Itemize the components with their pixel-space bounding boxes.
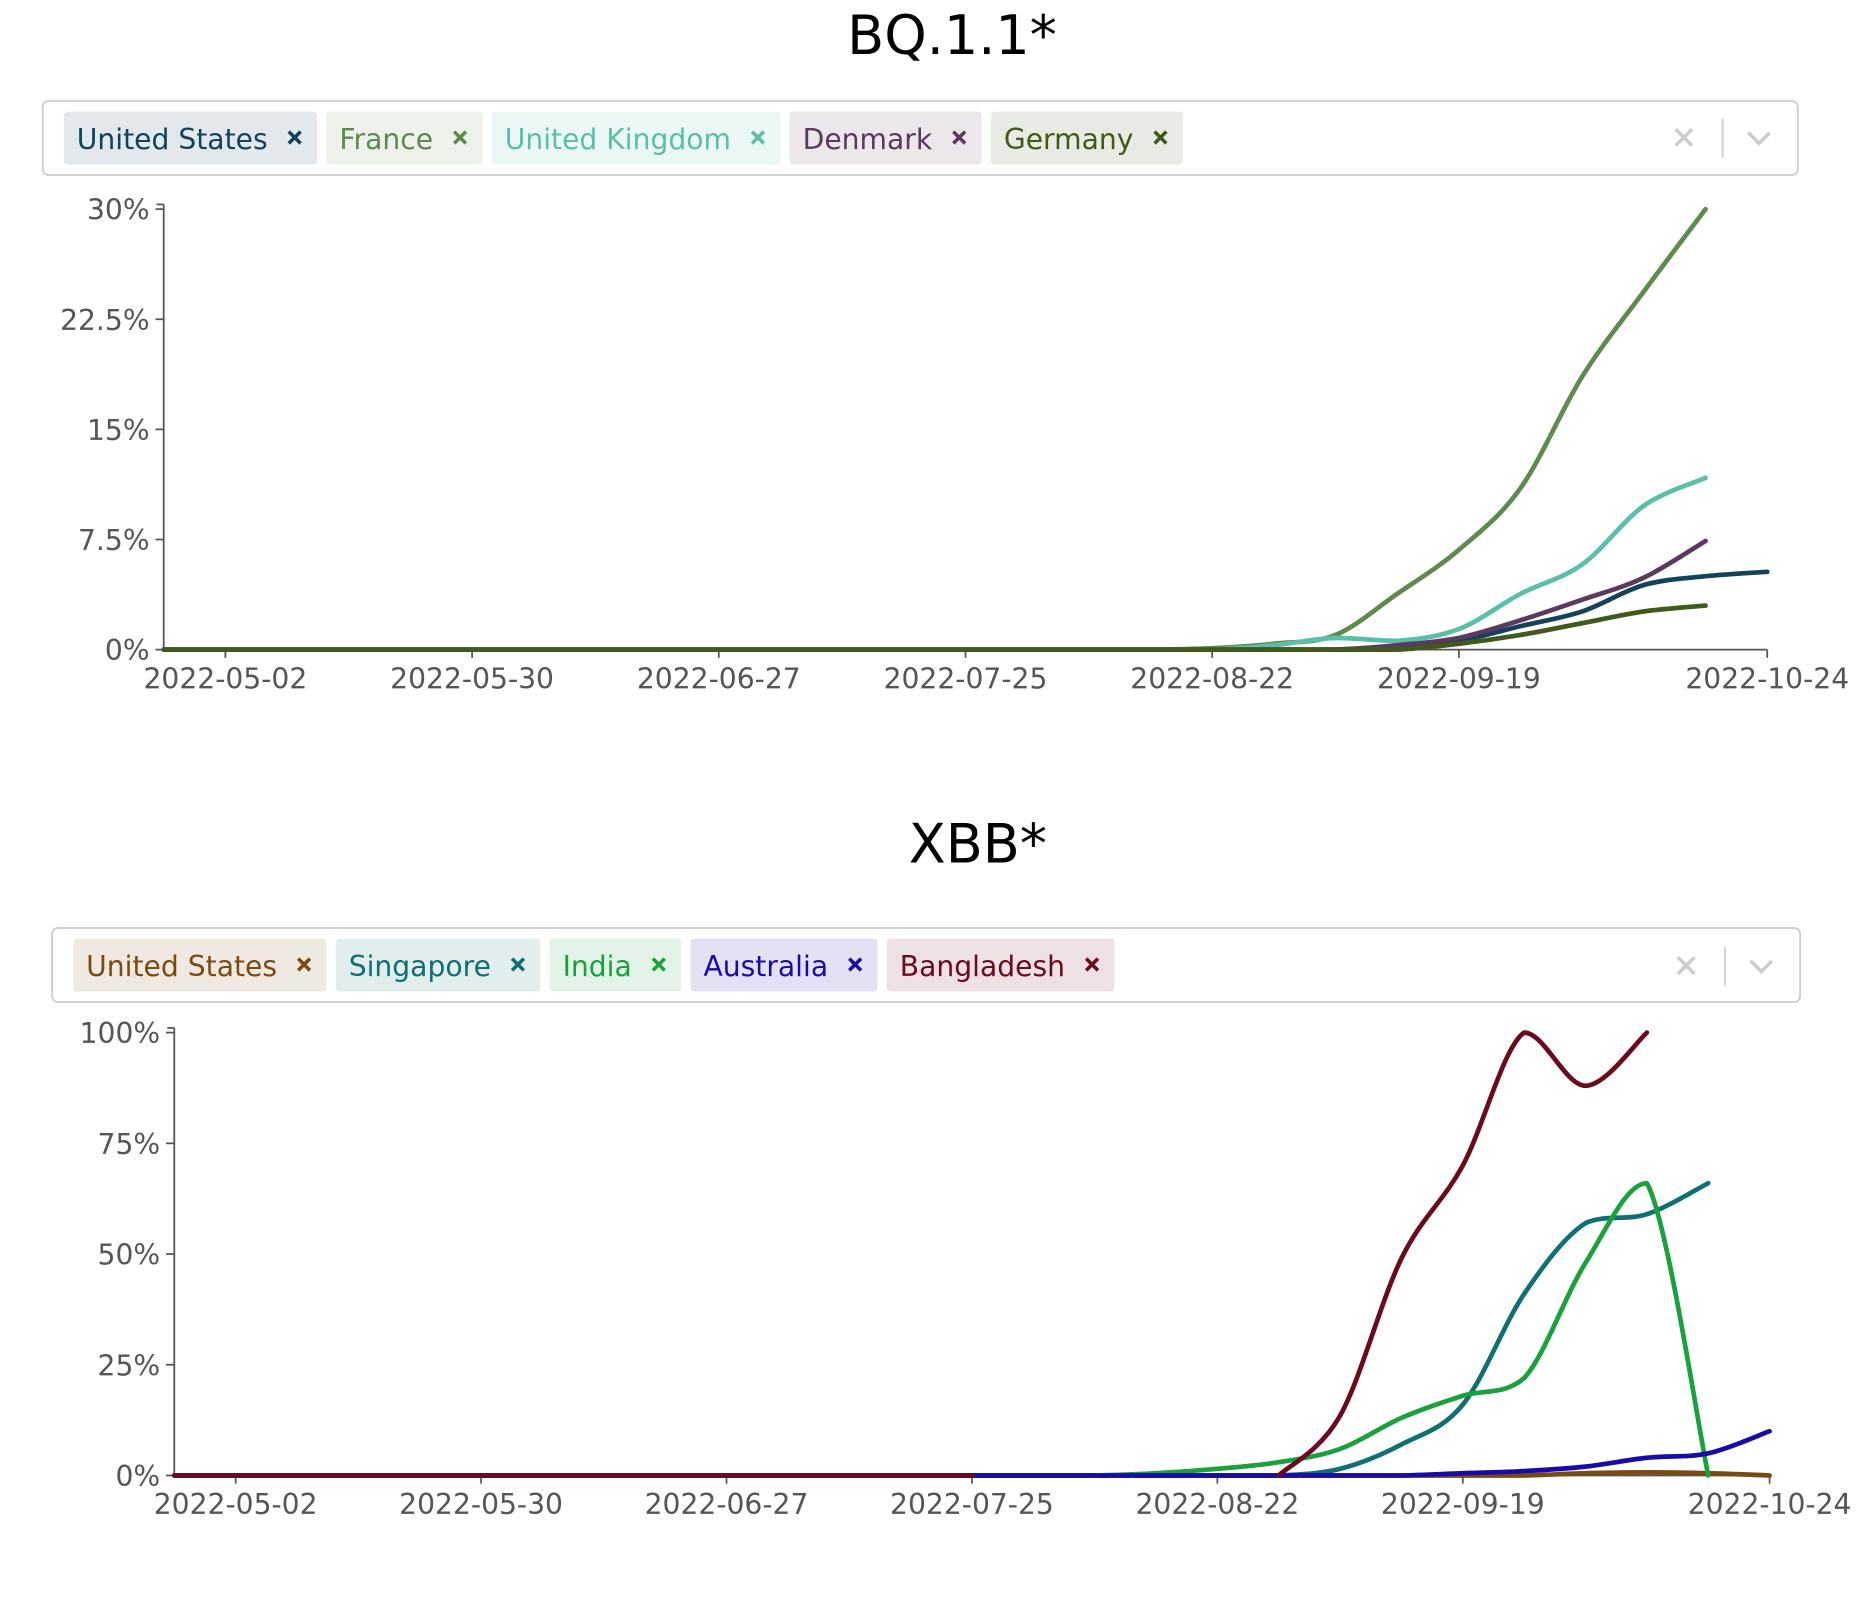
x-tick-label: 2022-07-25 <box>890 1488 1054 1521</box>
x-tick-label: 2022-09-19 <box>1381 1488 1545 1521</box>
series-line <box>171 1428 1772 1478</box>
y-tick-label: 7.5% <box>78 524 150 557</box>
legend-label: India <box>563 950 632 983</box>
y-tick-label: 30% <box>87 194 150 227</box>
remove-chip[interactable] <box>510 957 526 972</box>
chip-background <box>690 938 878 992</box>
chip-background <box>73 938 327 992</box>
clear-all[interactable] <box>1674 127 1694 147</box>
chip-background <box>335 938 541 992</box>
remove-icon <box>750 130 766 145</box>
chip-background <box>990 111 1183 165</box>
chip-background <box>886 938 1115 992</box>
remove-icon <box>848 957 863 972</box>
country-chip[interactable]: France <box>326 111 483 165</box>
x-tick-label: 2022-09-19 <box>1377 662 1541 695</box>
remove-icon <box>1153 130 1168 145</box>
y-tick-label: 25% <box>98 1349 161 1382</box>
series-line <box>161 538 1708 652</box>
y-tick-label: 100% <box>80 1017 161 1050</box>
legend-label: Bangladesh <box>900 950 1065 983</box>
remove-chip[interactable] <box>1153 130 1168 145</box>
x-tick-label: 2022-05-30 <box>390 662 554 695</box>
legend-label: United Kingdom <box>505 123 731 156</box>
series-line <box>161 603 1708 652</box>
chip-background <box>63 111 318 165</box>
chart-title: XBB* <box>909 812 1047 875</box>
chart-title: BQ.1.1* <box>847 4 1057 67</box>
remove-icon <box>287 130 302 145</box>
y-tick-label: 15% <box>87 414 150 447</box>
remove-chip[interactable] <box>750 130 766 145</box>
chip-background <box>326 111 483 165</box>
y-tick-label: 0% <box>115 1460 160 1493</box>
legend-label: Australia <box>703 950 828 983</box>
remove-chip[interactable] <box>952 130 967 145</box>
y-tick-label: 50% <box>98 1239 161 1272</box>
country-chip[interactable]: Singapore <box>335 938 541 992</box>
country-chip[interactable]: United Kingdom <box>491 111 781 165</box>
series-line <box>171 1030 1650 1478</box>
series-line <box>161 206 1708 652</box>
series-line <box>171 1180 1711 1478</box>
dropdown-toggle[interactable] <box>1747 131 1771 146</box>
y-tick-label: 0% <box>105 634 150 667</box>
country-select[interactable] <box>51 927 1802 1003</box>
remove-chip[interactable] <box>452 130 468 145</box>
country-select[interactable] <box>41 100 1799 176</box>
country-chip[interactable]: India <box>549 938 682 992</box>
dropdown-toggle[interactable] <box>1749 959 1774 975</box>
country-chip[interactable]: Germany <box>990 111 1183 165</box>
legend-label: Germany <box>1004 123 1134 156</box>
legend-label: United States <box>77 123 268 156</box>
series-line <box>161 569 1770 652</box>
legend-label: France <box>339 123 433 156</box>
country-chip[interactable]: United States <box>63 111 318 165</box>
x-tick-label: 2022-07-25 <box>884 662 1048 695</box>
remove-chip[interactable] <box>848 957 863 972</box>
remove-chip[interactable] <box>287 130 302 145</box>
remove-icon <box>952 130 967 145</box>
x-tick-label: 2022-05-02 <box>154 1488 318 1521</box>
country-chip[interactable]: United States <box>73 938 327 992</box>
legend-label: Singapore <box>349 950 491 983</box>
remove-icon <box>651 957 666 972</box>
remove-chip[interactable] <box>651 957 666 972</box>
country-chip[interactable]: Australia <box>690 938 878 992</box>
remove-icon <box>510 957 526 972</box>
series-line <box>161 475 1708 652</box>
chip-background <box>549 938 682 992</box>
chip-background <box>789 111 982 165</box>
x-tick-label: 2022-08-22 <box>1130 662 1294 695</box>
y-tick-label: 75% <box>98 1128 161 1161</box>
legend-label: Denmark <box>803 123 933 156</box>
legend-label: United States <box>86 950 277 983</box>
clear-all[interactable] <box>1676 956 1696 976</box>
x-tick-label: 2022-08-22 <box>1135 1488 1299 1521</box>
x-tick-label: 2022-05-02 <box>143 662 307 695</box>
remove-icon <box>452 130 468 145</box>
chip-background <box>491 111 781 165</box>
remove-icon <box>1084 957 1100 972</box>
remove-icon <box>296 957 312 972</box>
x-tick-label: 2022-10-24 <box>1685 662 1849 695</box>
country-chip[interactable]: Denmark <box>789 111 982 165</box>
remove-chip[interactable] <box>1084 957 1100 972</box>
x-tick-label: 2022-10-24 <box>1688 1488 1852 1521</box>
series-line <box>171 1180 1711 1478</box>
x-tick-label: 2022-05-30 <box>399 1488 563 1521</box>
remove-chip[interactable] <box>296 957 312 972</box>
y-tick-label: 22.5% <box>60 304 150 337</box>
x-tick-label: 2022-06-27 <box>645 1488 809 1521</box>
x-tick-label: 2022-06-27 <box>637 662 801 695</box>
country-chip[interactable]: Bangladesh <box>886 938 1115 992</box>
